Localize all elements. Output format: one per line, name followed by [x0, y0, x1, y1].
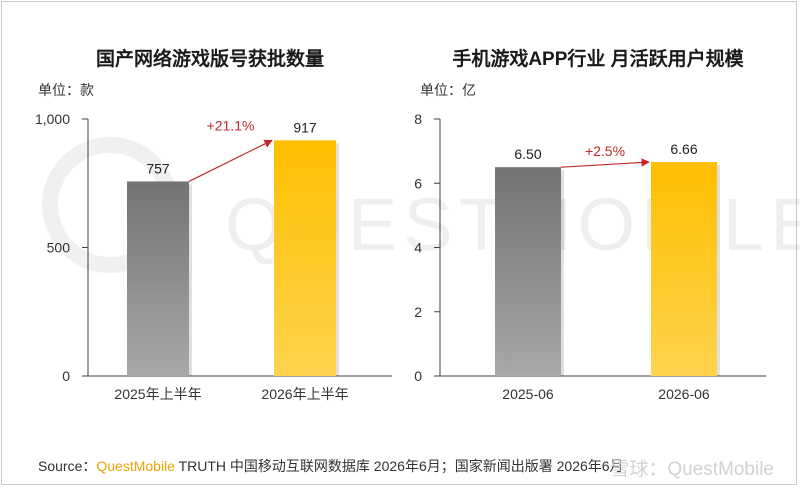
growth-arrow: [188, 139, 273, 182]
y-tick-label: 500: [47, 240, 71, 256]
source-label: Source：: [38, 458, 97, 474]
chart-title-left: 国产网络游戏版号获批数量: [95, 49, 324, 70]
x-category-label: 2025-06: [502, 386, 554, 402]
y-tick-label: 0: [414, 368, 422, 384]
bar-value-label: 757: [146, 160, 170, 176]
y-tick-label: 8: [414, 111, 422, 127]
bar-value-label: 6.50: [514, 146, 541, 162]
unit-label-right: 单位：亿: [420, 82, 476, 98]
x-category-label: 2025年上半年: [114, 386, 201, 402]
chart-title-right: 手机游戏APP行业 月活跃用户规模: [452, 49, 744, 70]
bar: [495, 167, 561, 376]
source-note: Source：QuestMobile TRUTH 中国移动互联网数据库 2026…: [38, 456, 624, 476]
bar-value-label: 917: [293, 119, 317, 135]
y-tick-label: 4: [414, 240, 422, 256]
y-tick-label: 2: [414, 304, 422, 320]
x-category-label: 2026年上半年: [261, 386, 348, 402]
bar: [651, 162, 717, 376]
y-tick-label: 1,000: [35, 111, 70, 127]
y-tick-label: 6: [414, 175, 422, 191]
unit-label-left: 单位：款: [38, 82, 94, 98]
source-text: TRUTH 中国移动互联网数据库 2026年6月；国家新闻出版署 2026年6月: [174, 458, 624, 474]
y-tick-label: 0: [62, 368, 70, 384]
footer-watermark: 雪球：QuestMobile: [610, 459, 774, 480]
bar-value-label: 6.66: [670, 141, 697, 157]
bar: [274, 140, 336, 376]
source-brand: QuestMobile: [96, 458, 175, 474]
x-category-label: 2026-06: [658, 386, 710, 402]
bar: [127, 181, 189, 376]
growth-arrow: [560, 158, 650, 168]
growth-label: +2.5%: [585, 143, 625, 159]
growth-label: +21.1%: [207, 117, 255, 133]
